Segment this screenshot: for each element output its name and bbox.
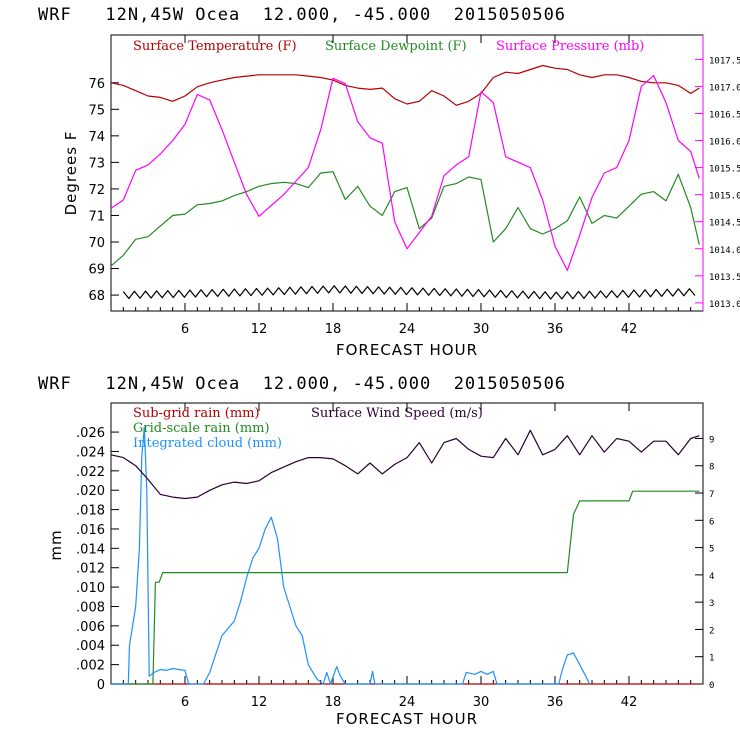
temperature-chart-panel: WRF 12N,45W Ocea 12.000, -45.000 2015050… bbox=[38, 5, 740, 359]
legend-surface-pressure: Surface Pressure (mb) bbox=[496, 39, 644, 54]
chart-legend: Sub-grid rain (mm) Surface Wind Speed (m… bbox=[133, 406, 483, 451]
y2-tick-label: 1013.5 bbox=[709, 273, 740, 283]
legend-grid-scale-rain: Grid-scale rain (mm) bbox=[133, 421, 270, 436]
y2-tick-label: 1017.5 bbox=[709, 56, 740, 66]
y-tick-label: 70 bbox=[88, 236, 105, 251]
chart-title: WRF 12N,45W Ocea 12.000, -45.000 2015050… bbox=[38, 374, 566, 394]
y-tick-label: .022 bbox=[76, 465, 105, 480]
y2-tick-label: 1016.5 bbox=[709, 110, 740, 120]
y2-tick-label: 1 bbox=[709, 654, 714, 664]
series-line-surface-temperature-f bbox=[110, 64, 700, 106]
rain-wind-chart-panel: WRF 12N,45W Ocea 12.000, -45.000 2015050… bbox=[38, 374, 714, 728]
y2-tick-label: 0 bbox=[709, 681, 714, 691]
series-lines bbox=[110, 64, 700, 300]
series-lines bbox=[110, 426, 700, 685]
y-tick-label: 75 bbox=[88, 103, 105, 118]
y2-tick-label: 1016.0 bbox=[709, 138, 740, 148]
y2-tick-label: 2 bbox=[709, 626, 714, 636]
series-line-surface-dewpoint-f bbox=[110, 171, 700, 267]
x-tick-label: 30 bbox=[473, 695, 490, 710]
x-axis-label: FORECAST HOUR bbox=[336, 341, 478, 359]
y-tick-label: .026 bbox=[76, 426, 105, 441]
y2-tick-label: 5 bbox=[709, 545, 714, 555]
y2-tick-label: 9 bbox=[709, 435, 714, 445]
y-tick-label: 73 bbox=[88, 156, 105, 171]
x-tick-label: 12 bbox=[251, 695, 268, 710]
y2-tick-label: 6 bbox=[709, 517, 714, 527]
y2-tick-label: 1014.0 bbox=[709, 246, 740, 256]
x-axis-label: FORECAST HOUR bbox=[336, 710, 478, 728]
y2-tick-label: 1015.0 bbox=[709, 192, 740, 202]
y-tick-label: .010 bbox=[76, 581, 105, 596]
y-tick-label: .006 bbox=[76, 620, 105, 635]
y-axis-label: Degrees F bbox=[62, 131, 80, 216]
x-tick-label: 42 bbox=[621, 695, 638, 710]
y-tick-label: .008 bbox=[76, 600, 105, 615]
legend-surface-temperature: Surface Temperature (F) bbox=[133, 39, 297, 54]
y-tick-label: 68 bbox=[88, 289, 105, 304]
y2-tick-label: 8 bbox=[709, 463, 714, 473]
chart-title: WRF 12N,45W Ocea 12.000, -45.000 2015050… bbox=[38, 5, 566, 25]
y-tick-label: .002 bbox=[76, 659, 105, 674]
x-tick-label: 18 bbox=[325, 695, 342, 710]
legend-sub-grid-rain: Sub-grid rain (mm) bbox=[133, 406, 260, 421]
y-tick-label: .020 bbox=[76, 484, 105, 499]
x-tick-label: 12 bbox=[251, 322, 268, 337]
y-tick-label: .004 bbox=[76, 639, 105, 654]
x-tick-label: 36 bbox=[547, 322, 564, 337]
y2-tick-label: 4 bbox=[709, 572, 714, 582]
y-axis-label: mm bbox=[47, 529, 65, 560]
plot-frame bbox=[110, 34, 704, 312]
y2-tick-label: 1017.0 bbox=[709, 83, 740, 93]
y2-tick-label: 7 bbox=[709, 490, 714, 500]
x-tick-label: 24 bbox=[399, 322, 416, 337]
series-line-surface-wind-speed-m-s bbox=[110, 429, 700, 500]
axis-ticks: 6 12 18 24 30 36 420.002.004.006.008.010.012.0… bbox=[76, 403, 714, 710]
y-tick-label: .014 bbox=[76, 542, 105, 557]
y-tick-label: 72 bbox=[88, 183, 105, 198]
x-tick-label: 42 bbox=[621, 322, 638, 337]
y-tick-label: .012 bbox=[76, 562, 105, 577]
y-tick-label: .018 bbox=[76, 504, 105, 519]
y-tick-label: 69 bbox=[88, 263, 105, 278]
y2-tick-label: 3 bbox=[709, 599, 714, 609]
y-tick-label: 74 bbox=[88, 130, 105, 145]
x-tick-label: 6 bbox=[181, 695, 189, 710]
series-line-integrated-cloud-mm bbox=[111, 426, 591, 685]
legend-surface-dewpoint: Surface Dewpoint (F) bbox=[325, 39, 467, 54]
y2-tick-label: 1014.5 bbox=[709, 219, 740, 229]
x-tick-label: 18 bbox=[325, 322, 342, 337]
y-tick-label: .016 bbox=[76, 523, 105, 538]
series-line-grid-scale-rain-mm bbox=[111, 490, 700, 685]
legend-surface-wind-speed: Surface Wind Speed (m/s) bbox=[311, 406, 483, 421]
y2-tick-label: 1013.0 bbox=[709, 300, 740, 310]
x-tick-label: 24 bbox=[399, 695, 416, 710]
y-tick-label: 71 bbox=[88, 209, 105, 224]
x-tick-label: 6 bbox=[181, 322, 189, 337]
series-line-marker-3 bbox=[122, 285, 696, 300]
axis-ticks: 6 12 18 24 30 36 42 68 69 70 71 72 73 74 75 76 1013.0 101… bbox=[88, 35, 740, 337]
x-tick-label: 30 bbox=[473, 322, 490, 337]
x-tick-label: 36 bbox=[547, 695, 564, 710]
y-tick-label: 0 bbox=[97, 678, 105, 693]
y2-tick-label: 1015.5 bbox=[709, 165, 740, 175]
chart-legend: Surface Temperature (F) Surface Dewpoint… bbox=[133, 39, 644, 54]
legend-integrated-cloud: Integrated cloud (mm) bbox=[133, 436, 282, 451]
y-tick-label: .024 bbox=[76, 445, 105, 460]
series-line-surface-pressure-mb bbox=[110, 74, 700, 271]
y-tick-label: 76 bbox=[88, 77, 105, 92]
